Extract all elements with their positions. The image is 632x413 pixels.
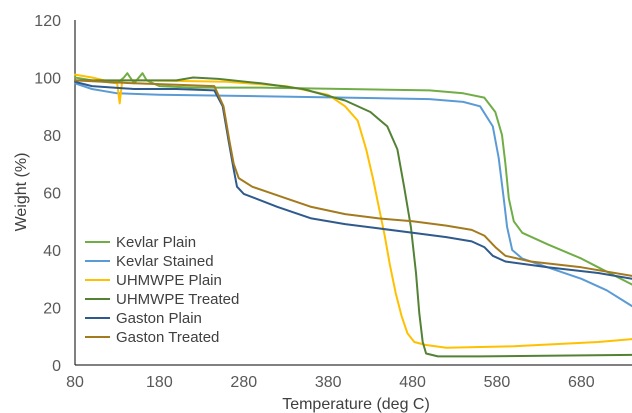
series-line-kevlar-plain — [74, 72, 632, 286]
x-tick-label: 380 — [315, 374, 342, 391]
legend-label: Gaston Plain — [116, 310, 202, 327]
legend-item-gaston-plain: Gaston Plain — [85, 310, 202, 327]
series-lines — [74, 72, 632, 358]
y-tick-label: 80 — [43, 128, 61, 145]
y-tick-label: 20 — [43, 301, 61, 318]
y-tick-label: 60 — [43, 186, 61, 203]
legend: Kevlar Plain Kevlar Stained UHMWPE Plain UH… — [85, 234, 239, 346]
legend-item-uhmwpe-treated: UHMWPE Treated — [85, 291, 239, 308]
legend-label: Gaston Treated — [116, 329, 219, 346]
legend-label: UHMWPE Treated — [116, 291, 239, 308]
x-tick-label: 580 — [484, 374, 511, 391]
series-line-gaston-plain — [74, 80, 632, 280]
x-axis-title: Temperature (deg C) — [282, 396, 430, 413]
legend-item-kevlar-plain: Kevlar Plain — [85, 234, 196, 251]
x-tick-label: 480 — [399, 374, 426, 391]
y-tick-label: 0 — [52, 358, 61, 375]
legend-label: Kevlar Plain — [116, 234, 196, 251]
legend-label: Kevlar Stained — [116, 253, 214, 270]
x-tick-label: 180 — [146, 374, 173, 391]
legend-item-uhmwpe-plain: UHMWPE Plain — [85, 272, 222, 289]
legend-item-kevlar-stained: Kevlar Stained — [85, 253, 214, 270]
x-tick-label: 80 — [66, 374, 84, 391]
y-tick-labels: 0 20 40 60 80 100 120 — [34, 13, 61, 375]
x-tick-label: 680 — [568, 374, 595, 391]
y-tick-label: 40 — [43, 243, 61, 260]
x-tick-label: 280 — [230, 374, 257, 391]
legend-item-gaston-treated: Gaston Treated — [85, 329, 219, 346]
y-axis-title: Weight (%) — [13, 153, 30, 232]
y-tick-label: 120 — [34, 13, 61, 30]
legend-label: UHMWPE Plain — [116, 272, 222, 289]
series-line-gaston-treated — [74, 79, 632, 277]
y-tick-label: 100 — [34, 71, 61, 88]
x-tick-labels: 80 180 280 380 480 580 680 — [66, 374, 595, 391]
series-line-uhmwpe-treated — [74, 76, 632, 358]
